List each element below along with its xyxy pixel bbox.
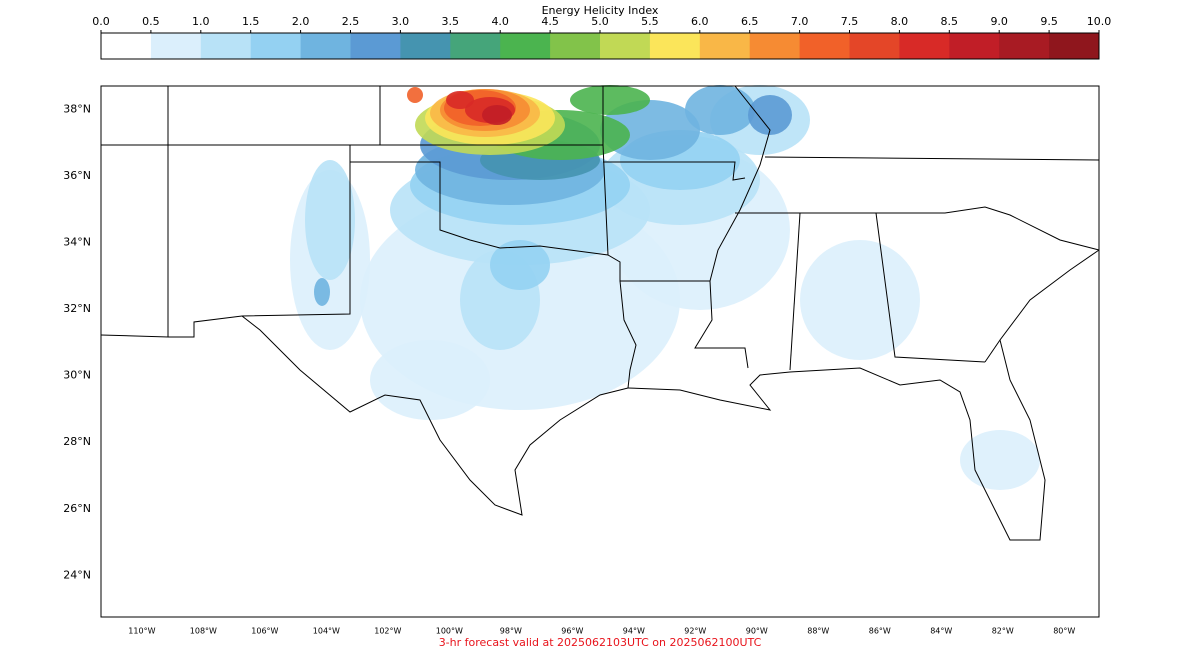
lat-label: 30°N [63,369,91,382]
colorbar-tick-label: 9.5 [1040,15,1058,28]
field-blob [314,278,330,306]
colorbar-tick-label: 1.5 [242,15,260,28]
lon-label: 92°W [684,627,706,636]
lat-label: 24°N [63,568,91,581]
colorbar-tick-label: 4.5 [541,15,559,28]
colorbar-bin [300,33,351,59]
colorbar-tick-label: 0.5 [142,15,160,28]
colorbar-tick-label: 2.0 [292,15,310,28]
colorbar-bin [450,33,501,59]
colorbar-bin [699,33,751,59]
lat-label: 32°N [63,302,91,315]
colorbar-tick-label: 0.0 [92,15,110,28]
field-blob [800,240,920,360]
lon-label: 84°W [930,627,952,636]
lon-label: 88°W [807,627,829,636]
colorbar-bin [350,33,401,59]
lon-label: 100°W [436,627,463,636]
colorbar-tick-label: 7.0 [791,15,809,28]
colorbar-tick-label: 8.0 [891,15,909,28]
lon-label: 106°W [251,627,278,636]
field-blob [570,85,650,115]
field [290,85,1040,490]
colorbar-bin [849,33,900,59]
lon-label: 94°W [623,627,645,636]
lat-label: 26°N [63,502,91,515]
field-blob [748,95,792,135]
colorbar: 0.0 0.5 1.0 1.5 2.0 2.5 3.0 3.5 4.0 4.5 5.0 5.5 6.0 6… [92,15,1112,60]
colorbar-bin [799,33,850,59]
lat-label: 36°N [63,169,91,182]
field-blob [446,91,474,109]
field-blob [482,105,512,125]
colorbar-bin [1049,33,1100,59]
colorbar-bin [500,33,551,59]
colorbar-tick-label: 9.0 [990,15,1008,28]
colorbar-tick-label: 8.5 [941,15,959,28]
colorbar-bin [400,33,451,59]
colorbar-bin [600,33,651,59]
lon-label: 82°W [992,627,1014,636]
field-blob [407,87,423,103]
lon-label: 86°W [869,627,891,636]
field-blob [490,240,550,290]
field-blob [370,340,490,420]
lat-label: 34°N [63,235,91,248]
field-blob [960,430,1040,490]
colorbar-tick-label: 3.5 [442,15,460,28]
colorbar-tick-label: 1.0 [192,15,210,28]
colorbar-tick-label: 5.0 [591,15,609,28]
colorbar-title: Energy Helicity Index [542,4,659,17]
lon-label: 90°W [746,627,768,636]
colorbar-bin [200,33,252,59]
lat-label: 38°N [63,102,91,115]
colorbar-tick-label: 3.0 [392,15,410,28]
lon-label: 98°W [500,627,522,636]
colorbar-bin [749,33,801,59]
lat-label: 28°N [63,435,91,448]
colorbar-bin [899,33,950,59]
colorbar-tick-label: 5.5 [641,15,659,28]
borders [100,85,1100,541]
colorbar-tick-label: 10.0 [1087,15,1112,28]
lon-label: 80°W [1053,627,1075,636]
colorbar-bin [150,33,202,59]
lon-label: 102°W [374,627,401,636]
field-blob [600,100,700,160]
lon-label: 104°W [313,627,340,636]
colorbar-bin [999,33,1050,59]
lon-label: 96°W [561,627,583,636]
axes: 38°N 36°N 34°N 32°N 30°N 28°N 26°N 24°N 110°W 108… [63,102,1075,635]
footer: 3-hr forecast valid at 2025062103UTC on … [439,636,762,649]
colorbar-tick-label: 7.5 [841,15,859,28]
lon-label: 108°W [190,627,217,636]
colorbar-tick-label: 6.5 [741,15,759,28]
colorbar-bin [101,33,152,59]
field-blob [305,160,355,280]
map-frame [100,85,1100,618]
colorbar-bin [949,33,1000,59]
colorbar-tick-label: 2.5 [342,15,360,28]
colorbar-bin [250,33,302,59]
lon-label: 110°W [128,627,155,636]
colorbar-bin [550,33,601,59]
colorbar-tick-label: 6.0 [691,15,709,28]
colorbar-tick-label: 4.0 [491,15,509,28]
colorbar-bin [649,33,701,59]
field-blob [685,85,755,135]
